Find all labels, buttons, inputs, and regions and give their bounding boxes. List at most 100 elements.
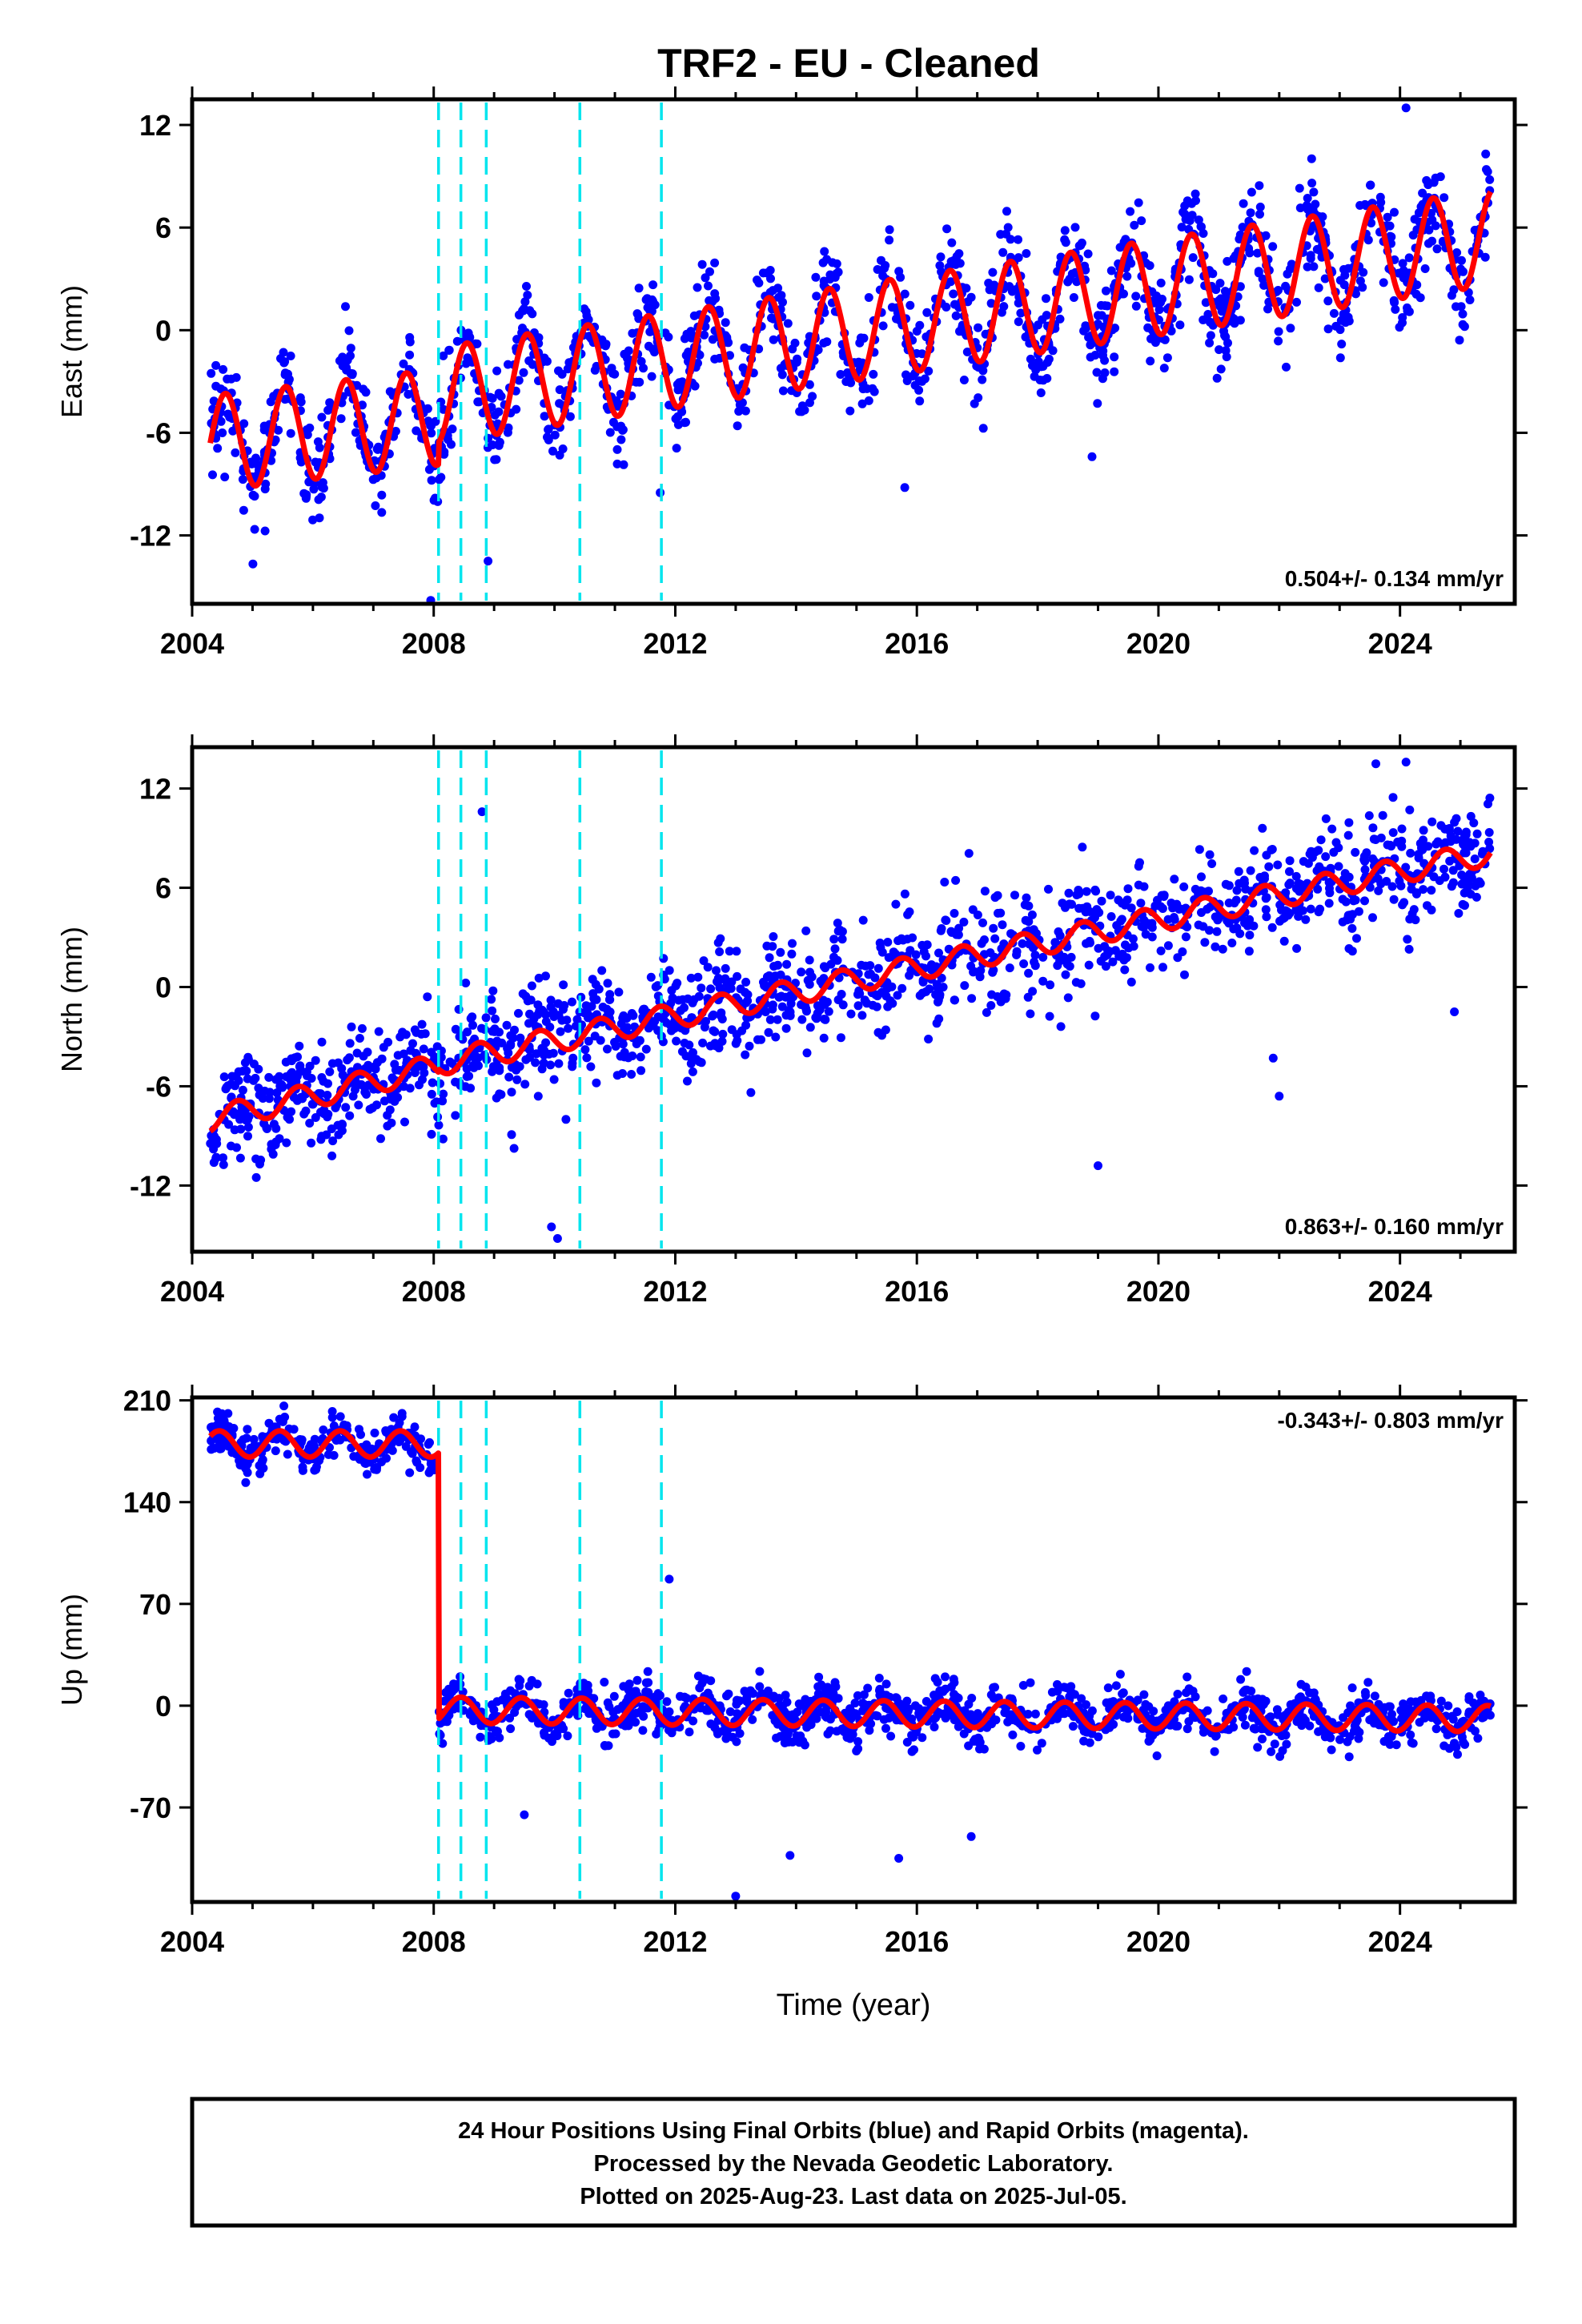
data-point bbox=[208, 470, 217, 480]
data-point bbox=[980, 935, 989, 944]
y-axis-label: East (mm) bbox=[55, 285, 88, 418]
data-point bbox=[722, 979, 732, 988]
x-tick-label: 2024 bbox=[1368, 1925, 1432, 1958]
data-point bbox=[614, 987, 624, 997]
data-point bbox=[549, 1075, 559, 1084]
data-point bbox=[1076, 979, 1086, 988]
data-point bbox=[438, 1134, 448, 1144]
data-point bbox=[370, 1062, 379, 1072]
data-point bbox=[850, 1699, 860, 1708]
data-point bbox=[308, 515, 318, 525]
data-point bbox=[558, 444, 568, 453]
data-point bbox=[506, 1040, 516, 1050]
data-point bbox=[758, 268, 768, 278]
data-point bbox=[1253, 1743, 1263, 1752]
data-point bbox=[1120, 900, 1130, 910]
data-point bbox=[1023, 1710, 1033, 1719]
outlier-point bbox=[1268, 1053, 1278, 1063]
model-fit-line bbox=[207, 190, 1493, 489]
data-point bbox=[1156, 902, 1166, 911]
data-point bbox=[488, 1006, 497, 1015]
data-point bbox=[1448, 1715, 1458, 1724]
data-point bbox=[243, 1132, 252, 1141]
data-point bbox=[1246, 866, 1255, 875]
data-point bbox=[1258, 274, 1267, 283]
data-point bbox=[1048, 346, 1058, 356]
data-point bbox=[712, 966, 721, 975]
data-point bbox=[1158, 963, 1167, 972]
data-point bbox=[207, 368, 216, 378]
data-point bbox=[881, 1723, 890, 1733]
data-point bbox=[781, 1691, 790, 1700]
data-point bbox=[1316, 835, 1326, 845]
data-point bbox=[697, 259, 707, 269]
data-point bbox=[1327, 824, 1337, 834]
data-point bbox=[563, 1731, 572, 1741]
data-point bbox=[1439, 193, 1449, 203]
x-tick-label: 2016 bbox=[885, 1275, 949, 1308]
data-point bbox=[801, 926, 811, 935]
data-point bbox=[857, 399, 867, 408]
data-point bbox=[950, 995, 959, 1005]
data-point bbox=[1210, 1747, 1219, 1756]
data-point bbox=[487, 995, 496, 1004]
data-point bbox=[1137, 922, 1146, 931]
data-point bbox=[748, 1715, 757, 1724]
footer-line-2: Processed by the Nevada Geodetic Laborat… bbox=[594, 2151, 1114, 2177]
data-point bbox=[674, 383, 684, 392]
data-point bbox=[206, 1139, 215, 1148]
data-point bbox=[819, 962, 829, 971]
data-point bbox=[1456, 302, 1466, 312]
data-point bbox=[1272, 1705, 1282, 1715]
data-point bbox=[1306, 904, 1315, 914]
data-point bbox=[832, 259, 841, 268]
data-point bbox=[881, 1679, 891, 1689]
data-point bbox=[932, 1019, 942, 1028]
data-point bbox=[911, 950, 921, 959]
data-point bbox=[915, 320, 925, 330]
data-point bbox=[724, 1689, 733, 1699]
data-point bbox=[942, 224, 952, 234]
footer-line-3: Plotted on 2025-Aug-23. Last data on 202… bbox=[580, 2184, 1126, 2209]
outlier-point bbox=[552, 1234, 562, 1243]
data-point bbox=[1103, 1683, 1113, 1693]
data-point bbox=[672, 1036, 681, 1046]
data-point bbox=[880, 263, 889, 273]
data-point bbox=[476, 1732, 485, 1742]
data-point bbox=[377, 1458, 386, 1466]
x-tick-label: 2004 bbox=[160, 627, 224, 660]
data-point bbox=[1476, 879, 1485, 888]
data-point bbox=[400, 1117, 409, 1127]
data-point bbox=[623, 353, 632, 363]
data-point bbox=[228, 426, 238, 436]
data-point bbox=[1096, 956, 1106, 966]
data-point bbox=[462, 1072, 472, 1081]
data-point bbox=[813, 345, 823, 355]
data-point bbox=[627, 1009, 636, 1018]
data-point bbox=[1250, 846, 1259, 855]
data-point bbox=[1411, 289, 1421, 299]
data-point bbox=[777, 370, 787, 380]
data-point bbox=[1314, 283, 1323, 292]
data-point bbox=[1388, 793, 1398, 802]
outlier-point bbox=[1401, 103, 1411, 113]
data-point bbox=[564, 1688, 573, 1698]
data-point bbox=[632, 1675, 642, 1685]
data-point bbox=[1068, 1722, 1078, 1731]
data-point bbox=[724, 338, 733, 348]
data-point bbox=[219, 1072, 229, 1082]
data-point bbox=[716, 1011, 725, 1020]
data-point bbox=[902, 1696, 912, 1706]
data-point bbox=[641, 295, 651, 304]
data-point bbox=[524, 356, 534, 365]
data-point bbox=[544, 435, 553, 444]
data-point bbox=[766, 274, 775, 283]
data-point bbox=[1318, 212, 1327, 222]
data-point bbox=[1286, 324, 1295, 333]
data-point bbox=[746, 1088, 756, 1097]
data-point bbox=[419, 1044, 428, 1054]
data-point bbox=[1407, 884, 1416, 894]
data-point bbox=[495, 1066, 504, 1076]
data-point bbox=[1078, 842, 1087, 852]
data-point bbox=[1211, 285, 1221, 295]
